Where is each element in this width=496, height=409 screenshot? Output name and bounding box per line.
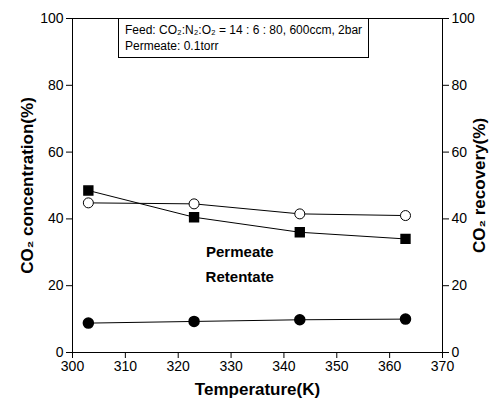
svg-text:Permeate: Permeate: [206, 243, 274, 260]
svg-text:40: 40: [452, 210, 468, 226]
svg-text:60: 60: [48, 144, 64, 160]
svg-text:20: 20: [452, 277, 468, 293]
svg-text:100: 100: [40, 10, 64, 26]
svg-text:370: 370: [431, 358, 455, 374]
svg-text:300: 300: [61, 358, 85, 374]
svg-text:340: 340: [272, 358, 296, 374]
svg-text:Temperature(K): Temperature(K): [195, 380, 320, 399]
svg-text:350: 350: [325, 358, 349, 374]
svg-text:330: 330: [219, 358, 243, 374]
svg-text:360: 360: [378, 358, 402, 374]
svg-text:320: 320: [167, 358, 191, 374]
svg-text:60: 60: [452, 144, 468, 160]
svg-text:Retentate: Retentate: [206, 268, 274, 285]
svg-text:20: 20: [48, 277, 64, 293]
svg-text:40: 40: [48, 210, 64, 226]
svg-text:100: 100: [452, 10, 476, 26]
svg-text:0: 0: [56, 344, 64, 360]
svg-text:0: 0: [452, 344, 460, 360]
svg-text:CO₂ concentration(%): CO₂ concentration(%): [18, 97, 37, 274]
html-text:Permeate: 0.1torr: Permeate: 0.1torr: [125, 39, 219, 53]
svg-text:CO₂ recovery(%): CO₂ recovery(%): [470, 118, 489, 253]
svg-text:310: 310: [114, 358, 138, 374]
svg-text:80: 80: [48, 77, 64, 93]
html-text:Feed: CO₂:N₂:O₂ = 14 : 6 : 80,: Feed: CO₂:N₂:O₂ = 14 : 6 : 80, 600ccm, 2…: [125, 23, 363, 37]
svg-text:80: 80: [452, 77, 468, 93]
